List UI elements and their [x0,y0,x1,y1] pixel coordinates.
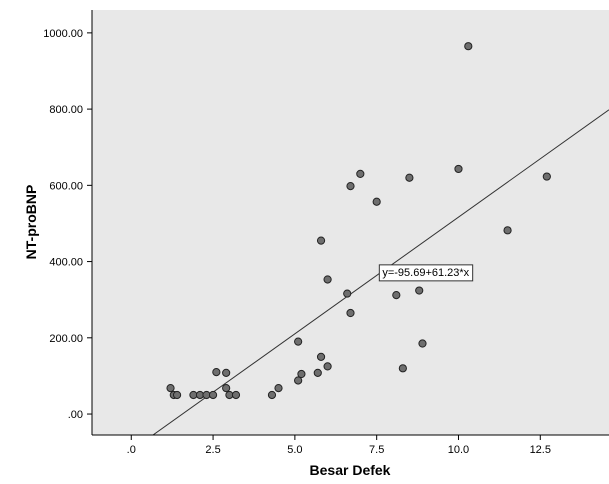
x-tick-label: 10.0 [448,444,469,456]
data-point [316,352,326,361]
data-point [316,236,326,245]
x-tick-label: 7.5 [369,444,384,456]
y-axis-title: NT-proBNP [23,185,39,260]
data-point [372,197,381,206]
data-point [323,362,332,371]
x-tick-label: 12.5 [530,444,551,456]
data-point [343,289,352,298]
data-point [464,42,473,51]
x-tick-label: 5.0 [287,444,302,456]
data-point [454,164,463,174]
x-tick-label: .0 [127,444,136,456]
y-tick-label: 600.00 [49,180,83,192]
points-group [166,42,551,400]
data-point [294,337,303,346]
data-point [222,384,231,393]
data-point [274,384,283,393]
y-axis: .00 200.00 400.00 600.00 800.00 1000.00 [43,10,93,435]
y-tick-label: 1000.00 [43,28,83,40]
data-point [323,275,332,284]
data-point [346,181,355,191]
data-point [392,291,401,300]
data-point [398,364,407,373]
data-point [415,286,424,295]
y-tick-label: 200.00 [49,333,83,345]
data-point [222,368,231,377]
data-point [542,172,551,181]
y-tick-label: 800.00 [49,104,83,116]
x-tick-label: 2.5 [205,444,220,456]
y-tick-label: 400.00 [49,257,83,269]
data-point [166,384,175,393]
plot-area [92,10,609,435]
data-point [418,339,427,348]
data-point [208,390,218,400]
data-point [313,368,322,377]
fit-equation-label: y=-95.69+61.23*x [382,267,469,279]
x-axis: .0 2.5 5.0 7.5 10.0 12.5 [92,434,609,456]
data-point [405,173,414,182]
data-point [503,226,512,235]
data-point [172,390,182,400]
data-point [356,169,365,179]
data-point [212,368,221,377]
data-point [294,376,303,385]
x-axis-title: Besar Defek [310,462,391,478]
data-point [346,308,355,318]
data-point [267,390,277,400]
data-point [297,369,306,379]
y-tick-label: .00 [68,409,83,421]
data-point [231,390,241,400]
fit-equation-box: y=-95.69+61.23*x [378,264,474,282]
